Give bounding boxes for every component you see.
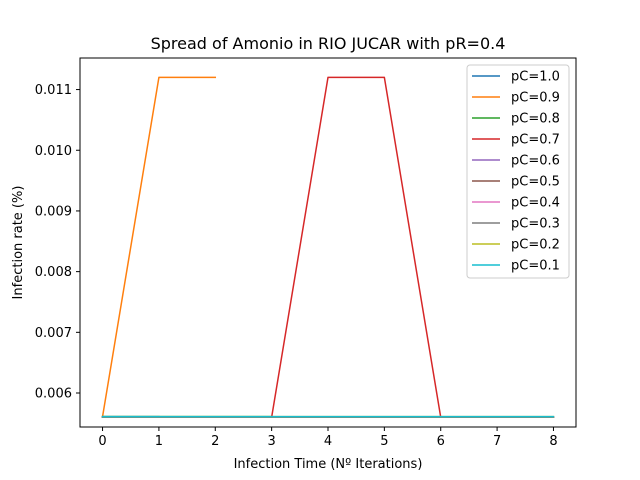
y-tick-label: 0.010: [35, 144, 72, 159]
x-axis-ticks: 0 1 2 3 4 5 6 7 8: [98, 427, 558, 449]
x-tick-label: 2: [211, 434, 219, 449]
x-tick-label: 3: [267, 434, 275, 449]
y-tick-label: 0.011: [35, 83, 72, 98]
chart-title: Spread of Amonio in RIO JUCAR with pR=0.…: [151, 34, 506, 53]
y-axis-label: Infection rate (%): [11, 186, 26, 300]
x-tick-label: 6: [437, 434, 445, 449]
x-tick-label: 1: [155, 434, 163, 449]
series-line-2: [101, 76, 217, 418]
legend-label-1: pC=1.0: [511, 70, 560, 85]
legend-label-10: pC=0.1: [511, 259, 560, 274]
plot-lines: [101, 76, 555, 419]
y-tick-label: 0.007: [35, 326, 72, 341]
legend-label-9: pC=0.2: [511, 238, 560, 253]
y-tick-label: 0.006: [35, 387, 72, 402]
y-tick-label: 0.008: [35, 265, 72, 280]
legend: pC=1.0 pC=0.9 pC=0.8 pC=0.7 pC=0.6 pC=0.5 pC=0…: [466, 64, 570, 279]
x-tick-label: 4: [324, 434, 332, 449]
legend-label-7: pC=0.4: [511, 196, 560, 211]
legend-label-3: pC=0.8: [511, 112, 560, 127]
plot-frame: [79, 57, 577, 428]
y-tick-label: 0.009: [35, 204, 72, 219]
legend-label-8: pC=0.3: [511, 217, 560, 232]
y-axis-ticks: 0.006 0.007 0.008 0.009 0.010 0.011: [35, 83, 80, 402]
x-tick-label: 0: [98, 434, 106, 449]
x-tick-label: 8: [549, 434, 557, 449]
x-tick-label: 7: [493, 434, 501, 449]
legend-label-2: pC=0.9: [511, 91, 560, 106]
x-tick-label: 5: [380, 434, 388, 449]
legend-label-6: pC=0.5: [511, 175, 560, 190]
legend-label-4: pC=0.7: [511, 133, 560, 148]
legend-label-5: pC=0.6: [511, 154, 560, 169]
x-axis-label: Infection Time (Nº Iterations): [234, 457, 423, 472]
